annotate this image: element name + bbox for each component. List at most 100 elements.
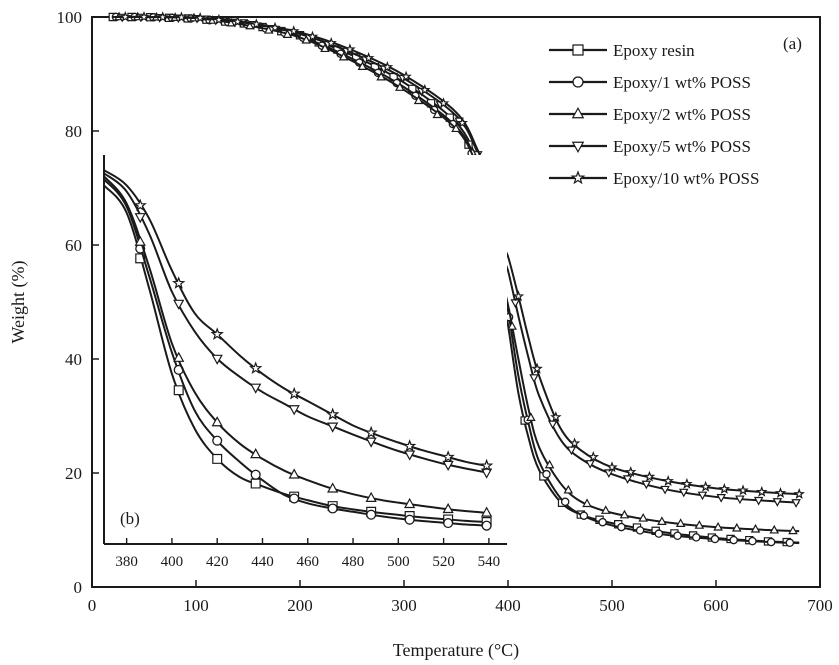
x-tick-label: 100 xyxy=(183,596,209,615)
inset-data-point xyxy=(212,453,223,464)
data-point xyxy=(451,123,461,133)
inset-data-point xyxy=(210,327,224,340)
data-point xyxy=(357,61,368,71)
data-point xyxy=(344,43,356,55)
data-point xyxy=(419,83,431,95)
inset-x-tick-label: 400 xyxy=(161,554,184,570)
inset-x-tick-label: 460 xyxy=(297,554,320,570)
legend-label: Epoxy/1 wt% POSS xyxy=(613,73,751,92)
inset-data-point xyxy=(327,503,338,514)
inset-data-point xyxy=(479,458,494,472)
data-point xyxy=(638,512,648,522)
x-axis-title: Temperature (°C) xyxy=(393,640,519,660)
data-point xyxy=(660,485,670,495)
x-tick-label: 300 xyxy=(391,596,417,615)
data-point xyxy=(710,534,720,544)
legend-entry-4: Epoxy/10 wt% POSS xyxy=(549,169,759,188)
data-point xyxy=(697,491,708,501)
x-tick-label: 200 xyxy=(287,596,313,615)
legend: Epoxy resin Epoxy/1 wt% POSS Epoxy/2 wt% P… xyxy=(549,41,759,188)
data-point xyxy=(587,450,600,462)
data-point xyxy=(138,10,150,22)
inset-data-point xyxy=(211,416,223,427)
data-point xyxy=(691,533,701,542)
data-point xyxy=(619,509,630,519)
inset-data-point xyxy=(404,450,416,461)
data-point xyxy=(456,116,468,128)
inset-data-point xyxy=(442,460,454,472)
y-tick-label: 20 xyxy=(65,464,82,483)
data-point xyxy=(156,11,169,23)
data-point xyxy=(772,498,783,507)
inset-data-point xyxy=(365,437,377,448)
legend-label: Epoxy/2 wt% POSS xyxy=(613,105,751,124)
inset-data-point xyxy=(249,361,263,375)
data-point xyxy=(598,517,607,527)
legend-label: Epoxy/5 wt% POSS xyxy=(613,137,751,156)
legend-entry-3: Epoxy/5 wt% POSS xyxy=(549,137,751,156)
inset-x-tick-label: 420 xyxy=(206,554,229,570)
data-point xyxy=(716,494,726,503)
inset-data-point xyxy=(288,405,300,416)
legend-label: Epoxy/10 wt% POSS xyxy=(613,169,759,188)
inset-x-tick-label: 380 xyxy=(115,554,138,570)
data-point xyxy=(338,51,349,61)
y-tick-label: 0 xyxy=(74,578,83,597)
inset-series-1 xyxy=(103,178,492,531)
legend-entry-2: Epoxy/2 wt% POSS xyxy=(549,105,751,124)
inset-data-point xyxy=(250,383,262,394)
inset-x-tick-label: 520 xyxy=(432,554,455,570)
inset-data-point xyxy=(404,514,415,525)
inset-series-3 xyxy=(103,172,493,479)
inset-x-tick-label: 440 xyxy=(251,554,274,570)
inset-data-point xyxy=(327,422,339,433)
legend-marker xyxy=(572,44,584,56)
data-point xyxy=(362,52,375,63)
data-point xyxy=(376,71,386,81)
data-point xyxy=(617,522,626,532)
data-point xyxy=(194,11,206,23)
inset-data-point xyxy=(441,450,455,463)
data-point xyxy=(582,498,592,508)
data-point xyxy=(774,487,787,498)
inset-data-point xyxy=(327,482,339,493)
data-point xyxy=(547,420,558,430)
data-point xyxy=(529,374,539,383)
inset-data-point xyxy=(250,478,261,489)
inset-data-point xyxy=(289,493,300,504)
data-point xyxy=(600,505,611,514)
data-point xyxy=(507,321,517,330)
data-point xyxy=(737,484,749,496)
data-point xyxy=(657,516,667,525)
data-point xyxy=(606,461,618,473)
inset-data-point xyxy=(173,299,185,310)
data-point xyxy=(732,522,742,532)
data-point xyxy=(785,538,795,548)
legend-marker xyxy=(570,170,586,185)
inset-data-point xyxy=(133,198,147,212)
data-point xyxy=(748,536,757,546)
inset-data-point xyxy=(404,497,416,509)
data-point xyxy=(560,497,570,507)
data-point xyxy=(793,488,805,499)
data-point xyxy=(119,10,132,22)
y-tick-label: 40 xyxy=(65,350,82,369)
data-point xyxy=(544,459,555,469)
inset-x-tick-label: 480 xyxy=(342,554,365,570)
data-point xyxy=(250,18,263,30)
inset-data-point xyxy=(250,469,261,480)
data-point xyxy=(175,11,188,23)
inset-data-point xyxy=(212,435,223,446)
data-point xyxy=(635,526,645,535)
data-point xyxy=(788,525,798,535)
y-tick-label: 60 xyxy=(65,236,82,255)
x-tick-label: 700 xyxy=(807,596,833,615)
data-point xyxy=(306,30,319,42)
data-point xyxy=(550,411,562,423)
data-point xyxy=(413,95,424,105)
data-point xyxy=(381,61,394,73)
inset-data-point xyxy=(287,386,301,400)
data-point xyxy=(400,70,412,82)
data-point xyxy=(729,535,738,545)
